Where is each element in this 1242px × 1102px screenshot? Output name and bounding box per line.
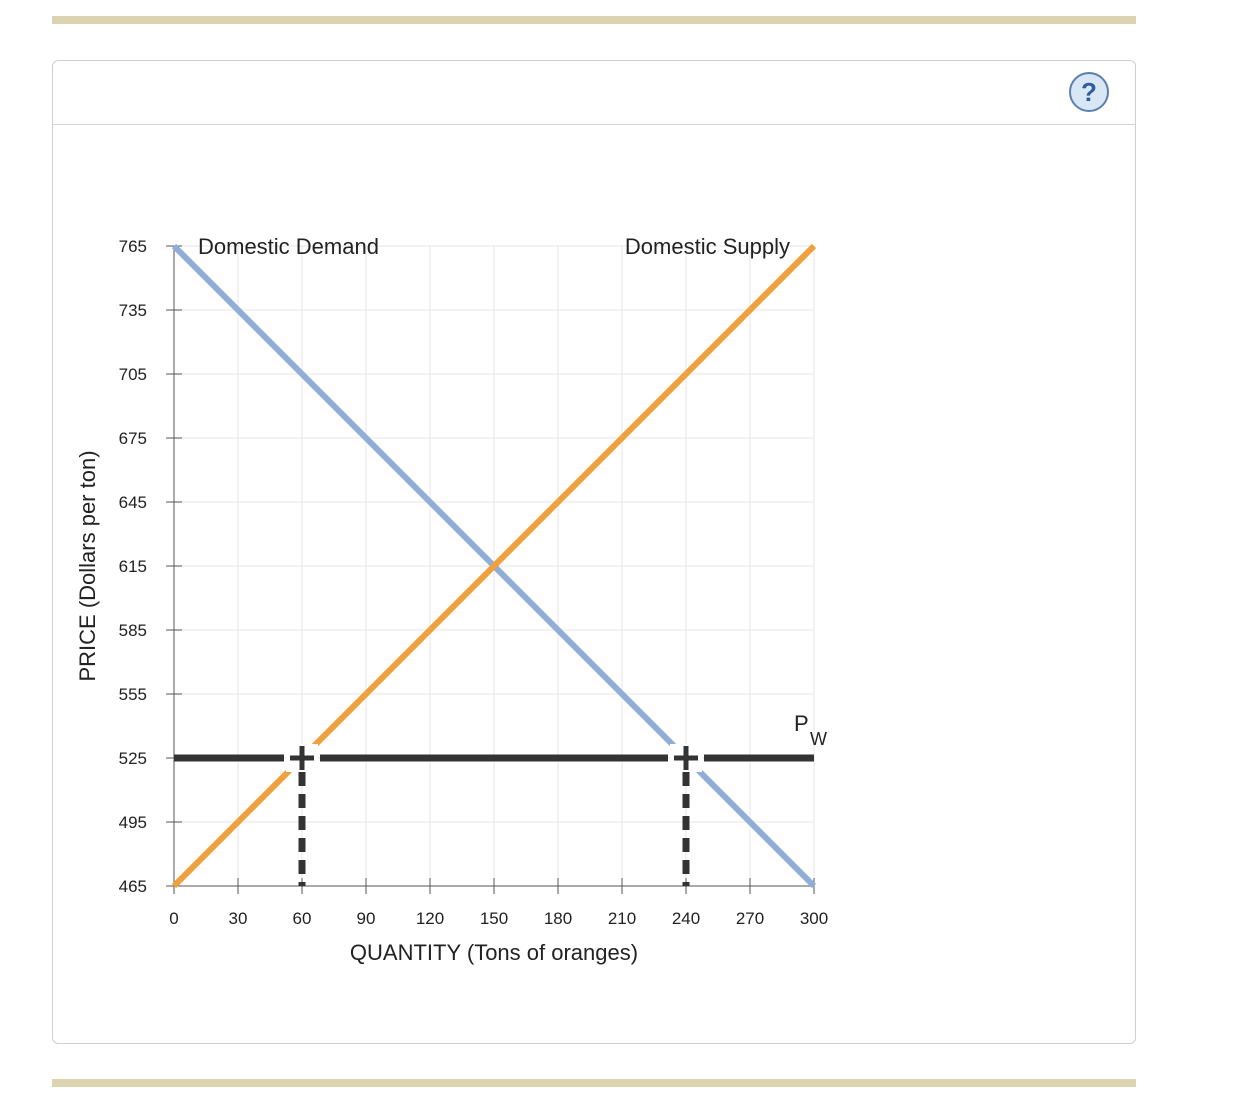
x-tick-label: 210: [608, 909, 636, 928]
bottom-rule: [52, 1079, 1136, 1087]
y-tick-label: 705: [119, 365, 147, 384]
labels: QUANTITY (Tons of oranges) PRICE (Dollars…: [75, 234, 827, 965]
y-tick-label: 645: [119, 493, 147, 512]
x-tick-label: 60: [293, 909, 312, 928]
top-rule: [52, 16, 1136, 24]
x-tick-label: 180: [544, 909, 572, 928]
x-tick-label: 120: [416, 909, 444, 928]
domestic-demand-label: Domestic Demand: [198, 234, 379, 259]
y-tick-label: 675: [119, 429, 147, 448]
domestic-supply-line: [171, 243, 817, 889]
x-tick-label: 0: [169, 909, 178, 928]
panel-header: ?: [53, 61, 1135, 125]
x-axis-title: QUANTITY (Tons of oranges): [350, 940, 638, 965]
y-axis-title: PRICE (Dollars per ton): [75, 450, 100, 681]
x-tick-label: 240: [672, 909, 700, 928]
x-tick-label: 300: [800, 909, 828, 928]
help-button[interactable]: ?: [1069, 72, 1109, 112]
y-tick-label: 615: [119, 557, 147, 576]
world-price-label: P: [794, 711, 809, 736]
y-tick-label: 735: [119, 301, 147, 320]
x-tick-label: 30: [229, 909, 248, 928]
x-tick-label: 90: [357, 909, 376, 928]
graph-panel: ?: [52, 60, 1136, 1044]
world-price-subscript: W: [810, 729, 827, 749]
y-tick-label: 585: [119, 621, 147, 640]
y-tick-label: 555: [119, 685, 147, 704]
domestic-supply-label: Domestic Supply: [625, 234, 790, 259]
series: [171, 243, 817, 889]
x-tick-label: 150: [480, 909, 508, 928]
axes: 465 495 525 555 585 615 645 675 705 735 765 0 30 60 90…: [119, 237, 829, 928]
y-tick-label: 495: [119, 813, 147, 832]
x-tick-label: 270: [736, 909, 764, 928]
y-tick-label: 765: [119, 237, 147, 256]
y-tick-label: 465: [119, 877, 147, 896]
help-icon: ?: [1081, 77, 1097, 107]
y-tick-label: 525: [119, 749, 147, 768]
